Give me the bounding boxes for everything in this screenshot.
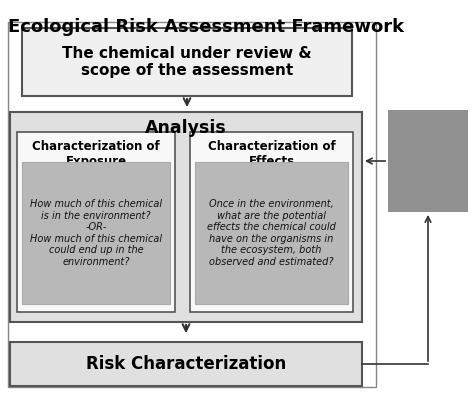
Text: Analysis is reiterated
as needed based on
available data and
data quality/reliab: Analysis is reiterated as needed based o… [379, 141, 474, 181]
Bar [195, 162, 348, 304]
Bar [10, 342, 362, 386]
Text: Once in the environment,
what are the potential
effects the chemical could
have : Once in the environment, what are the po… [207, 199, 336, 267]
Text: How much of this chemical
is in the environment?
-OR-
How much of this chemical
: How much of this chemical is in the envi… [30, 199, 162, 267]
Bar [8, 22, 376, 387]
Text: Analysis: Analysis [145, 119, 227, 137]
Text: Risk Characterization: Risk Characterization [86, 355, 286, 373]
Bar [22, 28, 352, 96]
Bar [388, 110, 468, 212]
Bar [22, 162, 170, 304]
Bar [17, 132, 175, 312]
Bar [10, 112, 362, 322]
Bar [190, 132, 353, 312]
Text: Characterization of
Effects: Characterization of Effects [208, 140, 336, 168]
Text: Ecological Risk Assessment Framework: Ecological Risk Assessment Framework [8, 18, 404, 36]
Text: The chemical under review &
scope of the assessment: The chemical under review & scope of the… [62, 46, 312, 78]
Text: Characterization of
Exposure: Characterization of Exposure [32, 140, 160, 168]
